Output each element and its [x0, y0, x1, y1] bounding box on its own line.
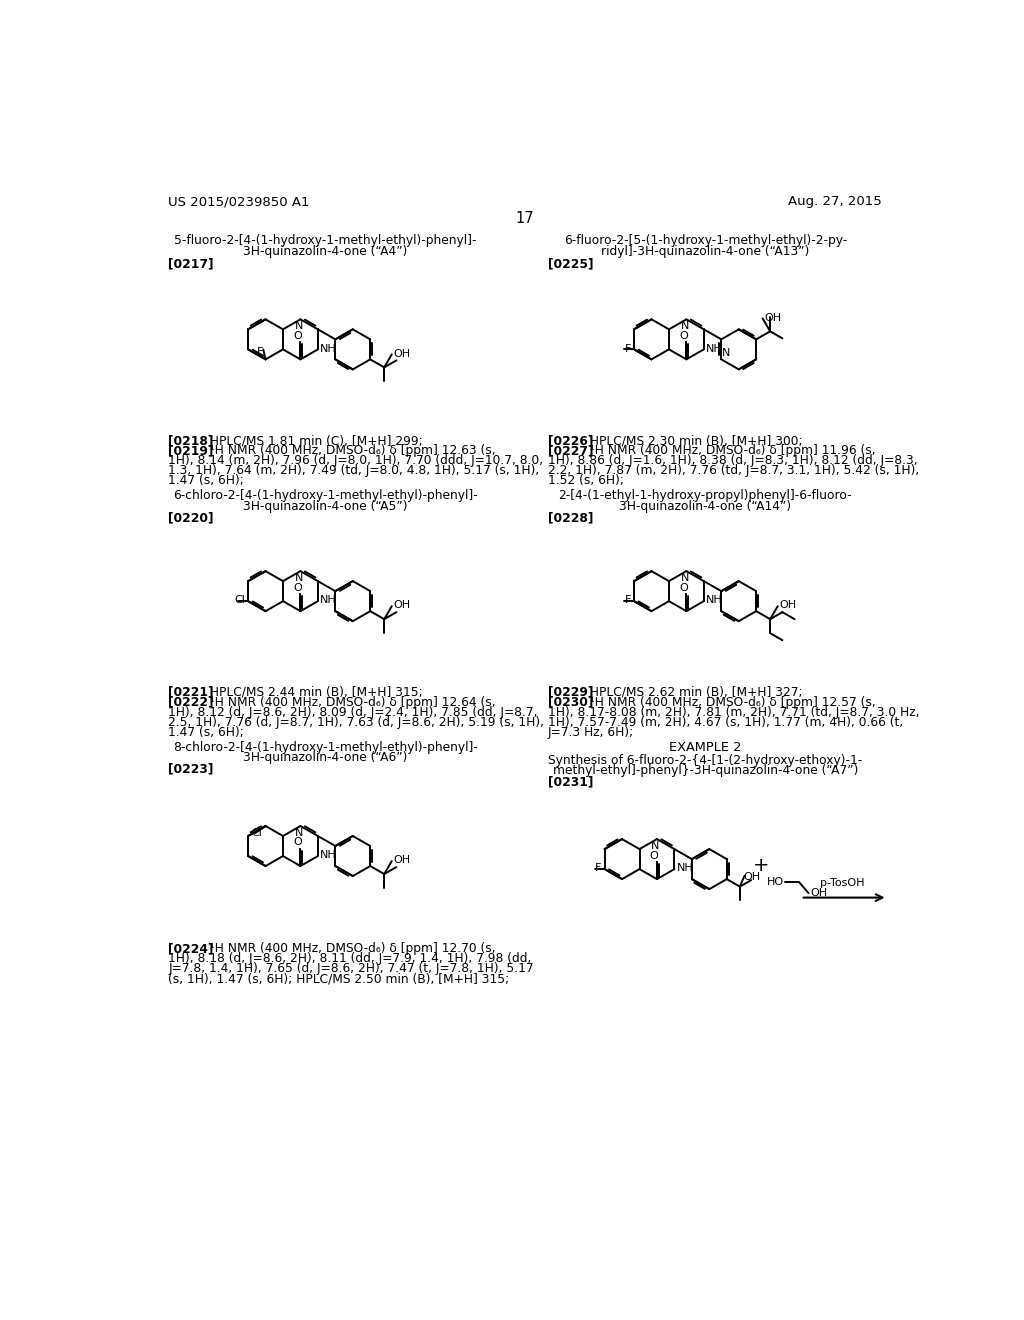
Text: (s, 1H), 1.47 (s, 6H); HPLC/MS 2.50 min (B), [M+H] 315;: (s, 1H), 1.47 (s, 6H); HPLC/MS 2.50 min … [168, 973, 509, 985]
Text: 8-chloro-2-[4-(1-hydroxy-1-methyl-ethyl)-phenyl]-: 8-chloro-2-[4-(1-hydroxy-1-methyl-ethyl)… [173, 742, 478, 754]
Text: 3H-quinazolin-4-one (“A4”): 3H-quinazolin-4-one (“A4”) [244, 246, 408, 259]
Text: [0228]: [0228] [548, 511, 594, 524]
Text: [0230]: [0230] [548, 696, 594, 709]
Text: N: N [295, 321, 303, 331]
Text: 6-chloro-2-[4-(1-hydroxy-1-methyl-ethyl)-phenyl]-: 6-chloro-2-[4-(1-hydroxy-1-methyl-ethyl)… [173, 490, 478, 503]
Text: HPLC/MS 2.62 min (B), [M+H] 327;: HPLC/MS 2.62 min (B), [M+H] 327; [583, 686, 803, 698]
Text: HPLC/MS 2.44 min (B), [M+H] 315;: HPLC/MS 2.44 min (B), [M+H] 315; [203, 686, 423, 698]
Text: NH: NH [677, 863, 693, 874]
Text: N: N [722, 348, 730, 358]
Text: N: N [651, 841, 659, 850]
Text: F: F [595, 863, 601, 874]
Text: EXAMPLE 2: EXAMPLE 2 [670, 742, 741, 754]
Text: J=7.8, 1.4, 1H), 7.65 (d, J=8.6, 2H), 7.47 (t, J=7.8, 1H), 5.17: J=7.8, 1.4, 1H), 7.65 (d, J=8.6, 2H), 7.… [168, 962, 534, 975]
Text: 2.2, 1H), 7.87 (m, 2H), 7.76 (td, J=8.7, 3.1, 1H), 5.42 (s, 1H),: 2.2, 1H), 7.87 (m, 2H), 7.76 (td, J=8.7,… [548, 465, 920, 477]
Text: methyl-ethyl]-phenyl}-3H-quinazolin-4-one (“A7”): methyl-ethyl]-phenyl}-3H-quinazolin-4-on… [553, 763, 858, 776]
Text: 1H), 8.18 (d, J=8.6, 2H), 8.11 (dd, J=7.9, 1.4, 1H), 7.98 (dd,: 1H), 8.18 (d, J=8.6, 2H), 8.11 (dd, J=7.… [168, 952, 531, 965]
Text: F: F [257, 347, 263, 358]
Text: 1H), 7.57-7.49 (m, 2H), 4.67 (s, 1H), 1.77 (m, 4H), 0.66 (t,: 1H), 7.57-7.49 (m, 2H), 4.67 (s, 1H), 1.… [548, 715, 903, 729]
Text: N: N [295, 828, 303, 837]
Text: N: N [681, 573, 689, 582]
Text: US 2015/0239850 A1: US 2015/0239850 A1 [168, 195, 310, 209]
Text: ¹H NMR (400 MHz, DMSO-d₆) δ [ppm] 12.70 (s,: ¹H NMR (400 MHz, DMSO-d₆) δ [ppm] 12.70 … [203, 942, 496, 956]
Text: F: F [625, 595, 631, 606]
Text: NH: NH [707, 595, 723, 606]
Text: 6-fluoro-2-[5-(1-hydroxy-1-methyl-ethyl)-2-py-: 6-fluoro-2-[5-(1-hydroxy-1-methyl-ethyl)… [564, 234, 847, 247]
Text: OH: OH [743, 873, 760, 882]
Text: 2-[4-(1-ethyl-1-hydroxy-propyl)phenyl]-6-fluoro-: 2-[4-(1-ethyl-1-hydroxy-propyl)phenyl]-6… [558, 490, 852, 503]
Text: OH: OH [779, 601, 797, 610]
Text: Cl: Cl [252, 828, 262, 837]
Text: NH: NH [321, 595, 337, 606]
Text: HPLC/MS 1.81 min (C), [M+H] 299;: HPLC/MS 1.81 min (C), [M+H] 299; [203, 434, 423, 447]
Text: 1.52 (s, 6H);: 1.52 (s, 6H); [548, 474, 624, 487]
Text: ¹H NMR (400 MHz, DMSO-d₆) δ [ppm] 12.63 (s,: ¹H NMR (400 MHz, DMSO-d₆) δ [ppm] 12.63 … [203, 444, 496, 457]
Text: 1.47 (s, 6H);: 1.47 (s, 6H); [168, 726, 244, 739]
Text: 1H), 8.12 (d, J=8.6, 2H), 8.09 (d, J=2.4, 1H), 7.85 (dd, J=8.7,: 1H), 8.12 (d, J=8.6, 2H), 8.09 (d, J=2.4… [168, 706, 538, 719]
Text: 3H-quinazolin-4-one (“A14”): 3H-quinazolin-4-one (“A14”) [620, 499, 792, 512]
Text: [0218]: [0218] [168, 434, 214, 447]
Text: 3H-quinazolin-4-one (“A6”): 3H-quinazolin-4-one (“A6”) [244, 751, 408, 764]
Text: [0222]: [0222] [168, 696, 214, 709]
Text: [0223]: [0223] [168, 763, 214, 776]
Text: HO: HO [767, 878, 783, 887]
Text: F: F [625, 343, 631, 354]
Text: OH: OH [764, 313, 781, 322]
Text: 5-fluoro-2-[4-(1-hydroxy-1-methyl-ethyl)-phenyl]-: 5-fluoro-2-[4-(1-hydroxy-1-methyl-ethyl)… [174, 234, 477, 247]
Text: NH: NH [321, 850, 337, 861]
Text: NH: NH [321, 343, 337, 354]
Text: 1H), 8.17-8.08 (m, 2H), 7.81 (m, 2H), 7.71 (td, J=8.7, 3.0 Hz,: 1H), 8.17-8.08 (m, 2H), 7.81 (m, 2H), 7.… [548, 706, 920, 719]
Text: HPLC/MS 2.30 min (B), [M+H] 300;: HPLC/MS 2.30 min (B), [M+H] 300; [583, 434, 803, 447]
Text: O: O [293, 837, 302, 847]
Text: OH: OH [393, 601, 411, 610]
Text: N: N [681, 321, 689, 331]
Text: NH: NH [707, 343, 723, 354]
Text: p-TosOH: p-TosOH [820, 878, 865, 888]
Text: O: O [649, 850, 658, 861]
Text: OH: OH [810, 888, 827, 898]
Text: 1H), 8.86 (d, J=1.6, 1H), 8.38 (d, J=8.3, 1H), 8.12 (dd, J=8.3,: 1H), 8.86 (d, J=1.6, 1H), 8.38 (d, J=8.3… [548, 454, 918, 467]
Text: ¹H NMR (400 MHz, DMSO-d₆) δ [ppm] 12.64 (s,: ¹H NMR (400 MHz, DMSO-d₆) δ [ppm] 12.64 … [203, 696, 496, 709]
Text: ridyl]-3H-quinazolin-4-one (“A13”): ridyl]-3H-quinazolin-4-one (“A13”) [601, 246, 810, 259]
Text: Cl: Cl [234, 595, 245, 606]
Text: [0225]: [0225] [548, 257, 594, 271]
Text: OH: OH [393, 855, 411, 866]
Text: Aug. 27, 2015: Aug. 27, 2015 [787, 195, 882, 209]
Text: ¹H NMR (400 MHz, DMSO-d₆) δ [ppm] 11.96 (s,: ¹H NMR (400 MHz, DMSO-d₆) δ [ppm] 11.96 … [583, 444, 876, 457]
Text: 2.5, 1H), 7.76 (d, J=8.7, 1H), 7.63 (d, J=8.6, 2H), 5.19 (s, 1H),: 2.5, 1H), 7.76 (d, J=8.7, 1H), 7.63 (d, … [168, 715, 545, 729]
Text: [0220]: [0220] [168, 511, 214, 524]
Text: O: O [679, 582, 688, 593]
Text: 1.47 (s, 6H);: 1.47 (s, 6H); [168, 474, 244, 487]
Text: +: + [753, 855, 769, 875]
Text: O: O [679, 331, 688, 341]
Text: J=7.3 Hz, 6H);: J=7.3 Hz, 6H); [548, 726, 634, 739]
Text: [0224]: [0224] [168, 942, 214, 956]
Text: 3H-quinazolin-4-one (“A5”): 3H-quinazolin-4-one (“A5”) [244, 499, 408, 512]
Text: [0229]: [0229] [548, 686, 594, 698]
Text: ¹H NMR (400 MHz, DMSO-d₆) δ [ppm] 12.57 (s,: ¹H NMR (400 MHz, DMSO-d₆) δ [ppm] 12.57 … [583, 696, 876, 709]
Text: [0219]: [0219] [168, 444, 214, 457]
Text: Synthesis of 6-fluoro-2-{4-[1-(2-hydroxy-ethoxy)-1-: Synthesis of 6-fluoro-2-{4-[1-(2-hydroxy… [548, 754, 862, 767]
Text: N: N [295, 573, 303, 582]
Text: [0231]: [0231] [548, 775, 594, 788]
Text: O: O [293, 331, 302, 341]
Text: [0217]: [0217] [168, 257, 214, 271]
Text: 17: 17 [515, 211, 535, 226]
Text: [0227]: [0227] [548, 444, 594, 457]
Text: [0221]: [0221] [168, 686, 214, 698]
Text: O: O [293, 582, 302, 593]
Text: 1H), 8.14 (m, 2H), 7.96 (d, J=8.0, 1H), 7.70 (ddd, J=10.7, 8.0,: 1H), 8.14 (m, 2H), 7.96 (d, J=8.0, 1H), … [168, 454, 544, 467]
Text: 1.3, 1H), 7.64 (m, 2H), 7.49 (td, J=8.0, 4.8, 1H), 5.17 (s, 1H),: 1.3, 1H), 7.64 (m, 2H), 7.49 (td, J=8.0,… [168, 465, 540, 477]
Text: [0226]: [0226] [548, 434, 594, 447]
Text: OH: OH [393, 348, 411, 359]
